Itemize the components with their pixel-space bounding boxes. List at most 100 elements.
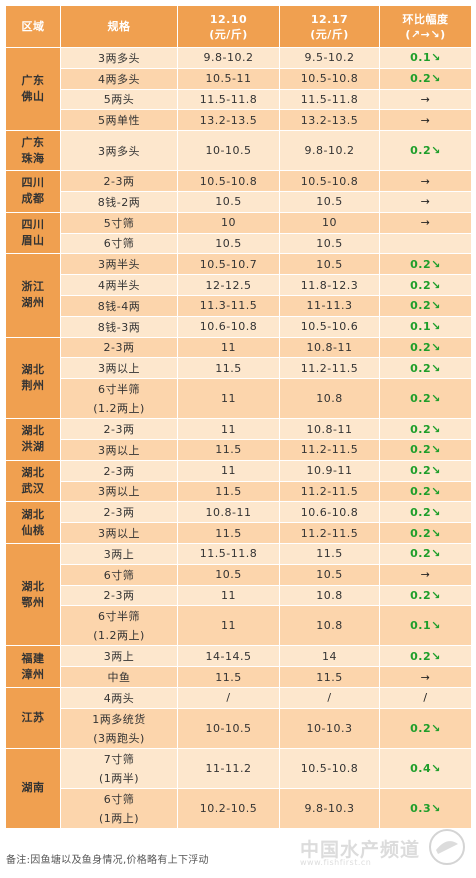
table-row: 1两多统货 (3两跑头) 10-10.5 10-10.3 0.2↘ [6, 707, 472, 749]
spec-label: 3两上 [103, 650, 135, 664]
region-label: 佛山 [21, 90, 45, 104]
spec-label: 2-3两 [103, 506, 135, 520]
spec-cell: 6寸半筛 (1.2两上) [60, 378, 178, 420]
change-cell: 0.2↘ [379, 707, 472, 749]
change-cell: 0.2↘ [379, 357, 472, 380]
price-week-1-cell: 10 [177, 211, 280, 234]
spec-cell: 3两半头 [60, 253, 178, 276]
price-week-2-cell: 11.8-12.3 [279, 274, 380, 296]
price-week-1-cell: 11.3-11.5 [177, 294, 280, 317]
watermark-text: 中国水产频道 [300, 839, 421, 861]
spec-label: 6寸半筛 [98, 383, 140, 397]
spec-label: 5寸筛 [103, 216, 135, 230]
region-label: 江苏 [21, 710, 45, 724]
region-cell: 湖南 [5, 747, 61, 829]
footnote: 备注:因鱼塘以及鱼身情况,价格略有上下浮动 [6, 855, 209, 866]
header-change: 环比幅度 (↗→↘) [379, 5, 472, 48]
price-week-1-cell: 10.5 [177, 190, 280, 213]
price-week-1-cell: 11 [177, 584, 280, 607]
change-cell: 0.2↘ [379, 438, 472, 461]
price-week-1-cell: 10-10.5 [177, 707, 280, 749]
price-week-2-cell: 10.5 [279, 563, 380, 586]
change-value: 0.2 [410, 721, 432, 735]
down-arrow-icon: ↘ [431, 392, 441, 406]
price-week-1-cell: 12-12.5 [177, 274, 280, 296]
spec-label: 3两上 [103, 547, 135, 561]
price-week-1-cell: 11.5 [177, 522, 280, 544]
region-label: 四川 [21, 218, 45, 232]
change-value: 0.2 [410, 299, 432, 313]
change-cell: / [379, 686, 472, 709]
table-row: 湖北 荆州 2-3两 11 10.8-11 0.2↘ [5, 336, 472, 420]
table-row: 湖南 7寸筛 (1两半) 11-11.2 10.5-10.8 0.4↘ [5, 747, 472, 829]
price-week-2-cell: 10.5-10.8 [279, 747, 380, 789]
watermark-url: www.fishfirst.cn [300, 858, 372, 867]
down-arrow-icon: ↘ [431, 547, 441, 561]
table-row: 湖北 洪湖 2-3两 11 10.8-11 0.2↘ [5, 418, 472, 461]
spec-cell: 6寸筛 [60, 563, 178, 586]
change-cell: → [379, 666, 472, 688]
table-row: 5两单性 13.2-13.5 13.2-13.5 → [6, 109, 472, 132]
price-week-2-cell: 10.5 [279, 253, 380, 276]
region-cell: 浙江 湖州 [5, 253, 61, 338]
spec-label: 8钱-3两 [97, 320, 141, 334]
price-week-1-cell: 10.2-10.5 [177, 787, 280, 829]
price-week-1-cell: 10.5 [177, 563, 280, 586]
price-week-1-cell: 11 [177, 459, 280, 482]
table-row: 3两以上 11.5 11.2-11.5 0.2↘ [6, 357, 472, 380]
table-row: 6寸半筛 (1.2两上) 11 10.8 0.1↘ [6, 605, 472, 647]
region-label: 湖州 [21, 296, 45, 310]
spec-cell: 3两上 [60, 645, 178, 668]
table-row: 四川 成都 2-3两 10.5-10.8 10.5-10.8 → [5, 170, 472, 213]
flat-arrow-icon: → [420, 92, 431, 106]
table-row: 8钱-3两 10.6-10.8 10.5-10.6 0.1↘ [6, 315, 472, 338]
region-label: 湖南 [21, 781, 45, 795]
change-value: 0.2 [410, 588, 432, 602]
change-cell: 0.2↘ [379, 130, 472, 172]
change-cell [379, 232, 472, 255]
spec-label: 8钱-4两 [97, 299, 141, 313]
table-row: 广东 佛山 3两多头 9.8-10.2 9.5-10.2 0.1↘ [5, 46, 472, 132]
change-cell: → [379, 170, 472, 192]
price-week-2-cell: 11.5 [279, 542, 380, 565]
region-label: 广东 [21, 135, 45, 149]
price-week-2-cell: 14 [279, 645, 380, 668]
price-week-1-cell: 11.5-11.8 [177, 88, 280, 111]
down-arrow-icon: ↘ [431, 526, 441, 540]
price-week-1-cell: 10.6-10.8 [177, 315, 280, 338]
change-cell: 0.2↘ [379, 522, 472, 544]
region-label: 福建 [21, 651, 45, 665]
change-value: 0.2 [410, 547, 432, 561]
change-cell: → [379, 563, 472, 586]
down-arrow-icon: ↘ [431, 340, 441, 354]
spec-cell: 3两上 [60, 542, 178, 565]
spec-cell: 2-3两 [60, 584, 178, 607]
down-arrow-icon: ↘ [431, 422, 441, 436]
price-week-2-cell: 9.8-10.3 [279, 787, 380, 829]
price-week-1-cell: 9.8-10.2 [177, 47, 280, 69]
table-row: 5两头 11.5-11.8 11.5-11.8 → [6, 88, 472, 111]
price-week-1-cell: 11.5 [177, 357, 280, 380]
spec-cell: 8钱-3两 [60, 315, 178, 338]
down-arrow-icon: ↘ [431, 320, 441, 334]
spec-label: 8钱-2两 [97, 195, 141, 209]
spec-label: (1两半) [98, 771, 140, 785]
spec-cell: 4两半头 [60, 274, 178, 296]
header-date-2: 12.17 (元/斤) [279, 5, 380, 48]
region-label: 湖北 [21, 579, 45, 593]
change-value: 0.2 [410, 72, 432, 86]
spec-label: 6寸筛 [103, 237, 135, 251]
region-label: 鄂州 [21, 595, 45, 609]
change-value: 0.2 [410, 505, 432, 519]
price-week-2-cell: 10.8-11 [279, 336, 380, 359]
table-row: 6寸筛 10.5 10.5 [6, 232, 472, 255]
price-week-1-cell: 10.5-10.7 [177, 253, 280, 276]
price-week-2-cell: 10 [279, 211, 380, 234]
change-value: 0.3 [410, 801, 432, 815]
price-week-1-cell: 11.5 [177, 438, 280, 461]
table-row: 6寸筛 10.5 10.5 → [6, 563, 472, 586]
price-week-1-cell: 10.8-11 [177, 501, 280, 524]
down-arrow-icon: ↘ [431, 801, 441, 815]
price-week-2-cell: 11.2-11.5 [279, 480, 380, 503]
down-arrow-icon: ↘ [431, 484, 441, 498]
